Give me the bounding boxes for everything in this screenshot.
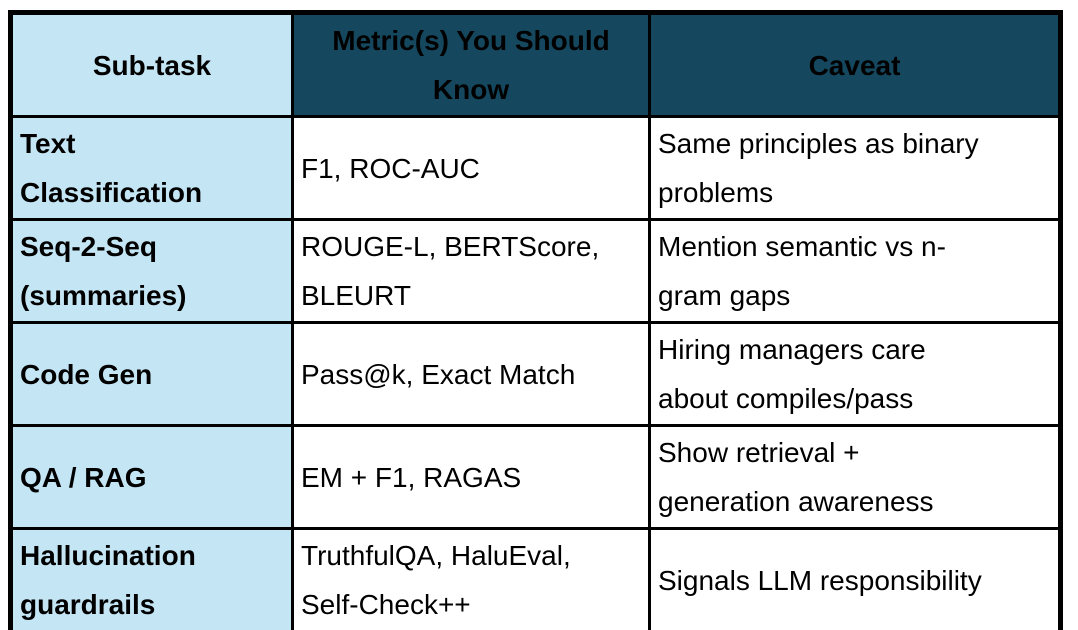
table-body: Text Classification F1, ROC-AUC Same pri… — [9, 115, 1062, 630]
header-cell-metrics: Metric(s) You Should Know — [291, 11, 651, 118]
caveat-cell: Signals LLM responsibility — [648, 527, 1062, 630]
subtask-cell: Seq-2-Seq (summaries) — [9, 218, 294, 324]
caveat-cell: Same principles as binary problems — [648, 115, 1062, 221]
caveat-cell: Hiring managers care about compiles/pass — [648, 321, 1062, 427]
caveat-cell: Mention semantic vs n- gram gaps — [648, 218, 1062, 324]
caveat-cell: Show retrieval + generation awareness — [648, 424, 1062, 530]
metrics-cell: ROUGE-L, BERTScore, BLEURT — [291, 218, 651, 324]
subtask-cell: Code Gen — [9, 321, 294, 427]
table-row: QA / RAG EM + F1, RAGAS Show retrieval +… — [9, 424, 1062, 530]
table-row: Hallucination guardrails TruthfulQA, Hal… — [9, 527, 1062, 630]
header-cell-subtask: Sub-task — [9, 11, 294, 118]
table-row: Code Gen Pass@k, Exact Match Hiring mana… — [9, 321, 1062, 427]
llm-eval-metrics-table: Sub-task Metric(s) You Should Know Cavea… — [8, 10, 1063, 630]
metrics-cell: Pass@k, Exact Match — [291, 321, 651, 427]
table-header: Sub-task Metric(s) You Should Know Cavea… — [9, 11, 1062, 118]
table-row: Text Classification F1, ROC-AUC Same pri… — [9, 115, 1062, 221]
metrics-cell: F1, ROC-AUC — [291, 115, 651, 221]
subtask-cell: QA / RAG — [9, 424, 294, 530]
header-cell-caveat: Caveat — [648, 11, 1062, 118]
metrics-cell: EM + F1, RAGAS — [291, 424, 651, 530]
subtask-cell: Hallucination guardrails — [9, 527, 294, 630]
table-row: Seq-2-Seq (summaries) ROUGE-L, BERTScore… — [9, 218, 1062, 324]
metrics-cell: TruthfulQA, HaluEval, Self-Check++ — [291, 527, 651, 630]
metrics-table-container: Sub-task Metric(s) You Should Know Cavea… — [8, 10, 1063, 630]
subtask-cell: Text Classification — [9, 115, 294, 221]
header-row: Sub-task Metric(s) You Should Know Cavea… — [9, 11, 1062, 118]
